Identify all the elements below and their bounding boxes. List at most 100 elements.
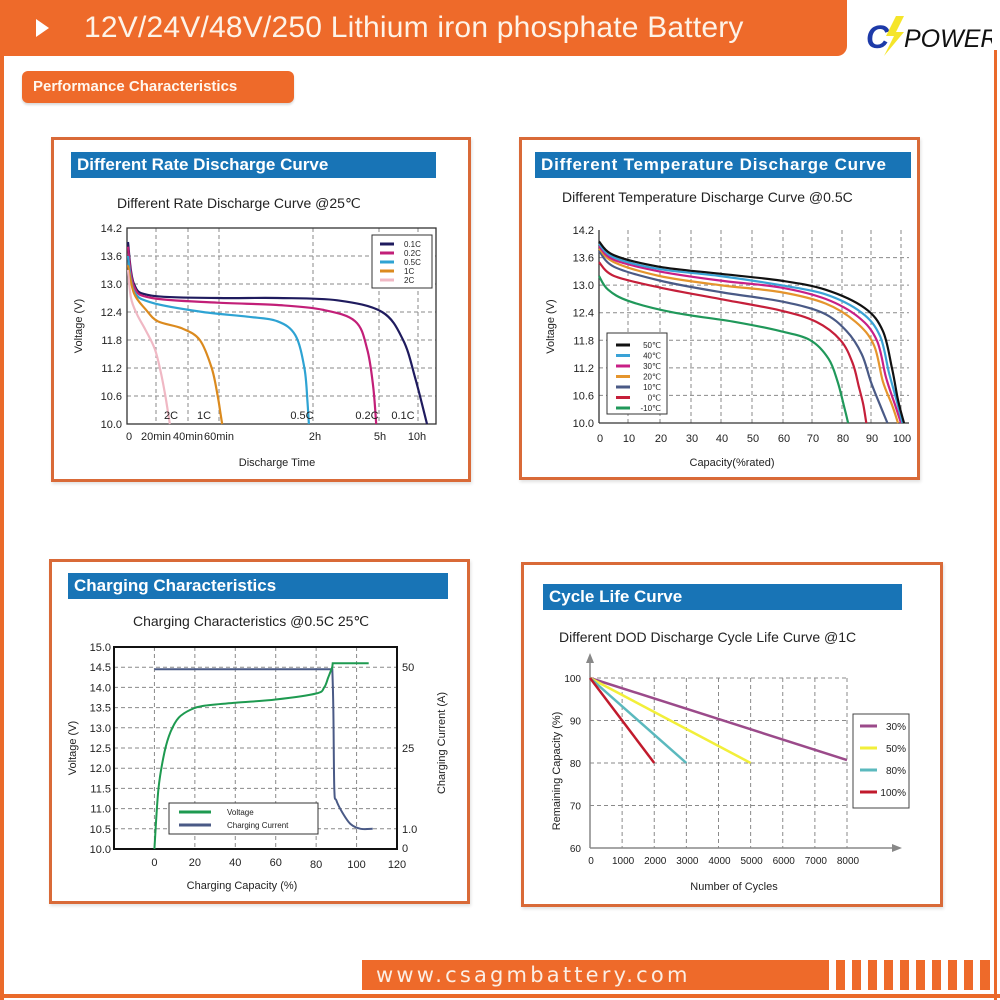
- legend-label: Charging Current: [227, 821, 289, 830]
- x-tick-label: 5000: [741, 856, 764, 867]
- legend-label: 10℃: [643, 383, 661, 392]
- y-tick-label: 12.0: [90, 763, 111, 775]
- x-tick-label: 10: [623, 433, 635, 445]
- x-tick-label: 100: [893, 433, 911, 445]
- x-tick-label: 40: [716, 433, 728, 445]
- y2-tick-label: 25: [402, 743, 414, 755]
- series-line-50pct: [589, 676, 752, 765]
- plot-frame: [113, 646, 398, 850]
- legend-label: 20℃: [643, 373, 661, 382]
- charging-chart: Charging Characteristics @0.5C 25℃ 15.0 14…: [67, 613, 448, 892]
- y-axis-label: Voltage (V): [67, 721, 79, 775]
- x-tick-label: 0: [597, 433, 603, 445]
- y2-tick-label: 1.0: [402, 824, 417, 836]
- page-border-left: [0, 0, 4, 1000]
- y-tick-label: 11.8: [573, 335, 594, 347]
- series-line-0.2C: [126, 246, 378, 425]
- legend-label: 30℃: [643, 362, 661, 371]
- y-tick-label: 15.0: [90, 642, 111, 654]
- x-tick-label: 90: [866, 433, 878, 445]
- legend-box: [852, 713, 910, 809]
- series-line-100pct: [589, 677, 656, 764]
- x-tick-label: 20: [189, 857, 201, 869]
- chart-title: Charging Characteristics @0.5C 25℃: [133, 613, 369, 629]
- section-pill: Performance Characteristics: [22, 71, 294, 103]
- x-axis-label: Capacity(%rated): [690, 457, 775, 469]
- legend-label: 0.1C: [404, 240, 421, 249]
- y-tick-label: 12.4: [573, 308, 594, 320]
- brand-logo: C POWER: [848, 6, 994, 62]
- series-line-80pct: [589, 677, 688, 764]
- series-end-label: 0.5C: [290, 410, 313, 422]
- stripe: [980, 960, 990, 990]
- chart-title: Different Temperature Discharge Curve @0…: [562, 189, 853, 205]
- legend-label: 80%: [886, 766, 906, 777]
- footer-bar: www.csagmbattery.com: [362, 960, 829, 990]
- x-tick-label: 30: [686, 433, 698, 445]
- y-tick-label: 14.2: [101, 223, 122, 235]
- x-tick-label: 40: [229, 857, 241, 869]
- y-tick-label: 13.0: [101, 279, 122, 291]
- footer-stripes: [836, 960, 996, 990]
- legend-label: 1C: [404, 267, 414, 276]
- x-tick-label: 120: [388, 859, 406, 871]
- x-axis-label: Number of Cycles: [690, 881, 778, 893]
- y-tick-label: 10.6: [573, 390, 594, 402]
- stripe: [836, 960, 845, 990]
- y-tick-label: 10.0: [573, 418, 594, 430]
- x-tick-label: 7000: [805, 856, 828, 867]
- series-line-0.5C: [126, 255, 310, 425]
- y-tick-label: 11.5: [90, 783, 111, 795]
- series-end-label: 0.1C: [391, 410, 414, 422]
- panel-title: Charging Characteristics: [68, 573, 448, 599]
- y-tick-label: 10.0: [90, 844, 111, 856]
- series-line-10℃: [598, 249, 889, 424]
- lightning-bolt-icon: [884, 16, 904, 56]
- stripe: [916, 960, 925, 990]
- stripe: [964, 960, 973, 990]
- x-tick-label: 50: [747, 433, 759, 445]
- stripe: [868, 960, 877, 990]
- panel-title: Different Temperature Discharge Curve: [535, 152, 911, 178]
- y2-tick-label: 0: [402, 843, 408, 855]
- temperature-discharge-chart: Different Temperature Discharge Curve @0…: [545, 189, 911, 469]
- panel-charging: Charging Characteristics Charging Charac…: [49, 559, 470, 904]
- series-line-40℃: [598, 242, 904, 424]
- legend-label: -10℃: [640, 404, 661, 413]
- chart-title: Different DOD Discharge Cycle Life Curve…: [559, 629, 856, 645]
- y-axis-label: Voltage (V): [73, 299, 85, 353]
- series-line-voltage: [153, 662, 369, 850]
- website-link[interactable]: www.csagmbattery.com: [376, 963, 691, 987]
- y-tick-label: 13.6: [573, 253, 594, 265]
- x-axis-label: Discharge Time: [239, 457, 315, 469]
- y-axis-label: Voltage (V): [545, 299, 557, 353]
- section-pill-label: Performance Characteristics: [33, 78, 238, 95]
- legend-label: Voltage: [227, 808, 254, 817]
- series-end-label: 2C: [164, 410, 178, 422]
- cycle-life-chart: Different DOD Discharge Cycle Life Curve…: [551, 629, 910, 893]
- x-tick-label: 2000: [644, 856, 667, 867]
- stripe: [948, 960, 957, 990]
- x-tick-label: 0: [126, 431, 132, 443]
- x-tick-label: 1000: [612, 856, 635, 867]
- rate-discharge-chart: Different Rate Discharge Curve @25℃ 14.2 1…: [73, 195, 437, 469]
- y2-tick-label: 50: [402, 662, 414, 674]
- y-tick-label: 80: [570, 759, 582, 770]
- x-tick-label: 8000: [837, 856, 860, 867]
- y-tick-label: 12.5: [90, 743, 111, 755]
- stripe: [932, 960, 941, 990]
- y-tick-label: 90: [570, 717, 582, 728]
- y-tick-label: 13.6: [101, 251, 122, 263]
- x-tick-label: 0: [151, 857, 157, 869]
- series-line-30pct: [589, 676, 848, 762]
- legend-label: 50℃: [643, 341, 661, 350]
- x-tick-label: 80: [310, 859, 322, 871]
- y-tick-label: 13.0: [573, 280, 594, 292]
- x-tick-label: 10h: [408, 431, 426, 443]
- y2-axis-label: Charging Current (A): [436, 692, 448, 794]
- series-line-0.1C: [126, 241, 429, 425]
- x-tick-label: 20: [655, 433, 667, 445]
- series-end-label: 0.2C: [355, 410, 378, 422]
- y-tick-label: 11.2: [101, 363, 122, 375]
- legend-label: 40℃: [643, 352, 661, 361]
